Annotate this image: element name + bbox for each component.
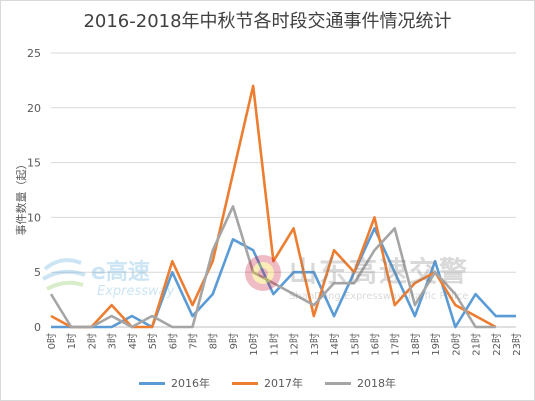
x-tick-label: 9时 (228, 333, 240, 349)
x-tick-label: 13时 (309, 333, 321, 356)
x-tick-label: 21时 (471, 333, 483, 356)
x-tick-label: 14时 (329, 333, 341, 356)
x-tick-label: 8时 (208, 333, 220, 349)
x-tick-label: 23时 (511, 333, 523, 356)
legend-label: 2016年 (171, 377, 210, 390)
legend-swatch (232, 381, 258, 385)
y-tick-label: 25 (27, 47, 41, 60)
x-tick-label: 12时 (289, 333, 301, 356)
x-tick-label: 7时 (188, 333, 200, 349)
x-tick-label: 4时 (127, 333, 139, 349)
x-tick-label: 15时 (349, 333, 361, 356)
y-axis-label: 事件数量（起） (15, 159, 28, 236)
x-tick-label: 17时 (390, 333, 402, 356)
y-tick-label: 15 (27, 157, 41, 170)
x-tick-label: 19时 (430, 333, 442, 356)
x-tick-label: 20时 (450, 333, 462, 356)
legend-label: 2017年 (264, 377, 303, 390)
y-tick-label: 10 (27, 211, 41, 224)
x-tick-label: 18时 (410, 333, 422, 356)
series-lines (49, 84, 516, 329)
y-tick-label: 0 (34, 321, 41, 334)
x-tick-label: 22时 (491, 333, 503, 356)
legend: 2016年 2017年 2018年 (1, 375, 534, 391)
series-line-1 (50, 84, 497, 329)
x-tick-label: 11时 (268, 333, 280, 356)
chart-title: 2016-2018年中秋节各时段交通事件情况统计 (83, 11, 452, 32)
y-tick-label: 5 (34, 266, 41, 279)
series-line-2 (49, 205, 496, 329)
legend-label: 2018年 (357, 377, 396, 390)
legend-item: 2018年 (325, 375, 396, 391)
x-tick-label: 3时 (107, 333, 119, 349)
x-tick-label: 6时 (167, 333, 179, 349)
y-tick-label: 20 (27, 102, 41, 115)
x-tick-label: 0时 (46, 333, 58, 349)
x-tick-label: 5时 (147, 333, 159, 349)
axes: 0 5 10 15 20 25 0时 1时 2时 3时 4时 5时 6时 7时 8时 9时 10时 11时 12时 1… (27, 47, 523, 356)
legend-swatch (325, 381, 351, 385)
x-tick-label: 10时 (248, 333, 260, 356)
legend-item: 2016年 (139, 375, 210, 391)
legend-swatch (139, 381, 165, 385)
x-tick-label: 16时 (369, 333, 381, 356)
legend-item: 2017年 (232, 375, 303, 391)
gridlines (51, 52, 516, 273)
series-line-0 (51, 227, 516, 329)
x-tick-label: 1时 (66, 333, 78, 349)
x-tick-label: 2时 (86, 333, 98, 349)
